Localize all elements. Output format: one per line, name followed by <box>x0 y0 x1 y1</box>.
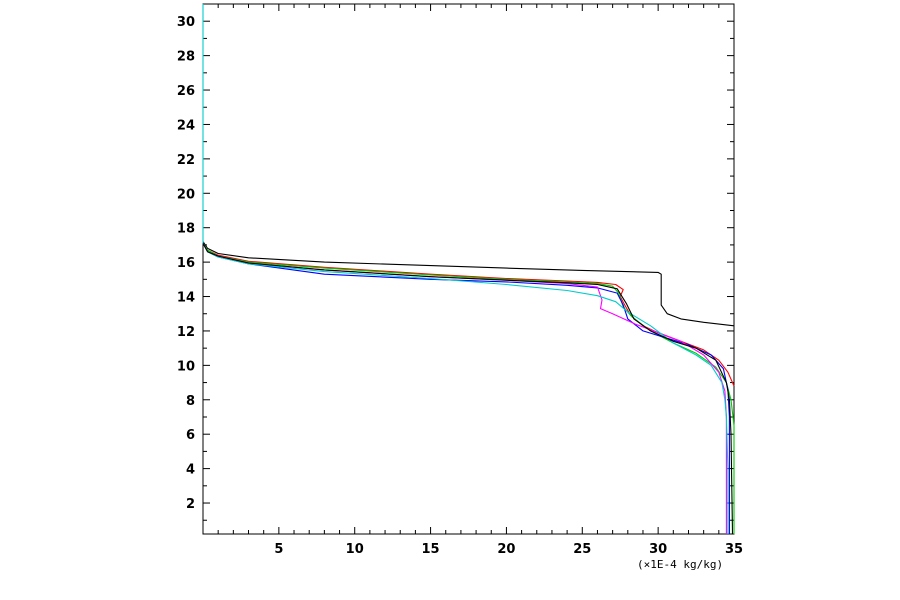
y-tick-label: 10 <box>177 359 195 374</box>
y-tick-label: 14 <box>177 291 195 306</box>
series-line-7 <box>202 242 734 535</box>
y-tick-label: 4 <box>186 463 195 478</box>
y-tick-label: 28 <box>177 50 195 65</box>
axis-ticks <box>203 4 734 534</box>
x-tick-label: 35 <box>725 542 743 557</box>
y-tick-label: 22 <box>177 153 195 168</box>
series-line-5 <box>202 242 727 534</box>
series-line-6 <box>202 4 729 534</box>
series-group <box>202 4 735 535</box>
x-tick-label: 5 <box>274 542 283 557</box>
x-unit-label: (×1E-4 kg/kg) <box>637 558 723 571</box>
y-tick-label: 12 <box>177 325 195 340</box>
x-tick-label: 10 <box>346 542 364 557</box>
x-tick-label: 25 <box>573 542 591 557</box>
x-tick-label: 15 <box>422 542 440 557</box>
y-tick-label: 16 <box>177 256 195 271</box>
x-tick-label: 20 <box>497 542 515 557</box>
series-line-4 <box>202 242 730 534</box>
y-tick-label: 18 <box>177 222 195 237</box>
plot-frame <box>202 3 735 535</box>
y-tick-label: 30 <box>177 15 195 30</box>
series-line-3 <box>202 242 735 534</box>
y-tick-label: 20 <box>177 187 195 202</box>
y-tick-label: 8 <box>186 394 195 409</box>
y-tick-label: 2 <box>186 497 195 512</box>
series-line-2 <box>202 242 735 387</box>
y-tick-label: 26 <box>177 84 195 99</box>
y-tick-label: 6 <box>186 428 195 443</box>
y-tick-label: 24 <box>177 118 195 133</box>
x-tick-label: 30 <box>649 542 667 557</box>
series-line-1 <box>202 241 735 327</box>
